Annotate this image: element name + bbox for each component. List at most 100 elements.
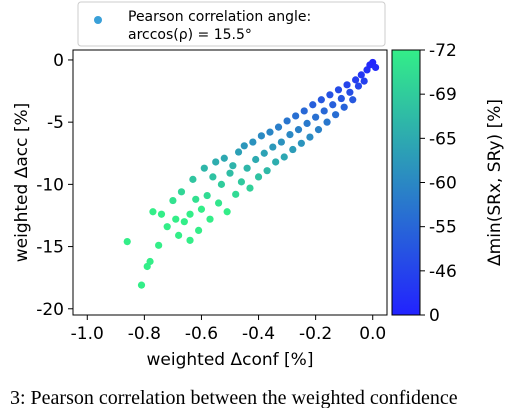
x-tick-label: -0.6 <box>185 324 218 344</box>
data-point <box>200 164 208 172</box>
x-tick-label: -0.4 <box>242 324 275 344</box>
data-point <box>186 236 194 244</box>
data-point <box>289 145 297 154</box>
data-point <box>306 133 314 141</box>
data-point <box>240 142 248 150</box>
colorbar-tick-label: -72 <box>429 41 457 61</box>
x-tick-label: -1.0 <box>71 324 104 344</box>
colorbar-tick-label: -46 <box>429 262 457 282</box>
figure-caption: 3: Pearson correlation between the weigh… <box>10 388 458 408</box>
data-point <box>272 158 280 166</box>
legend-marker <box>94 16 102 24</box>
data-point <box>177 188 186 196</box>
data-point <box>303 119 311 128</box>
data-point <box>209 173 217 181</box>
data-point <box>203 191 211 200</box>
data-point <box>297 139 305 147</box>
x-tick-label: -0.2 <box>299 324 332 344</box>
data-point <box>277 138 285 146</box>
data-point <box>257 132 265 140</box>
data-point <box>226 169 234 177</box>
data-point <box>354 82 363 90</box>
data-point <box>320 107 328 115</box>
data-point <box>300 107 308 115</box>
plot-frame <box>72 49 388 316</box>
data-point <box>175 231 183 239</box>
x-tick-label: -0.8 <box>128 324 161 344</box>
data-point <box>337 94 345 103</box>
data-point <box>371 63 380 72</box>
data-point <box>360 77 368 85</box>
data-point <box>352 76 360 84</box>
data-point <box>189 175 197 183</box>
data-point <box>223 208 231 216</box>
data-point <box>172 215 180 223</box>
data-point <box>340 103 348 111</box>
data-point <box>269 143 277 151</box>
data-point <box>343 81 351 89</box>
data-point <box>212 158 220 166</box>
legend-line-2: arccos(ρ) = 15.5° <box>128 27 252 43</box>
data-point <box>329 101 337 109</box>
data-point <box>317 96 325 104</box>
data-point <box>266 128 274 136</box>
legend-line-1: Pearson correlation angle: <box>128 9 311 25</box>
data-point <box>326 91 334 99</box>
data-point <box>280 153 288 161</box>
colorbar-tick-label: -55 <box>429 218 457 238</box>
data-point <box>254 173 263 181</box>
data-point <box>137 281 146 289</box>
data-point <box>283 117 291 125</box>
data-point <box>149 208 157 216</box>
data-point <box>234 148 243 156</box>
colorbar <box>391 49 421 316</box>
data-point <box>286 131 294 139</box>
colorbar-tick-label: 0 <box>429 306 440 326</box>
data-point <box>349 96 357 104</box>
data-point <box>249 138 257 146</box>
data-point <box>163 223 171 231</box>
data-point <box>229 162 237 170</box>
data-point <box>237 178 246 186</box>
data-point <box>292 112 300 120</box>
y-tick-label: -5 <box>47 113 64 133</box>
y-tick-label: -10 <box>36 175 64 195</box>
y-axis-label: weighted Δacc [%] <box>12 103 32 263</box>
data-point <box>357 71 365 79</box>
colorbar-tick-label: -60 <box>429 174 457 194</box>
x-tick-label: 0.0 <box>359 324 386 344</box>
data-point <box>263 167 271 175</box>
colorbar-tick-label: -69 <box>429 85 457 105</box>
data-point <box>332 111 340 119</box>
data-point <box>314 126 323 134</box>
data-point <box>157 210 166 218</box>
data-point <box>206 215 214 223</box>
data-point <box>186 210 194 218</box>
data-point <box>155 241 163 249</box>
data-point <box>180 218 188 226</box>
data-point <box>146 257 154 266</box>
data-point <box>323 118 331 126</box>
colorbar-tick-label: -65 <box>429 129 457 149</box>
data-point <box>312 113 320 121</box>
data-point <box>214 199 223 207</box>
data-point <box>334 86 343 94</box>
data-point <box>217 180 226 188</box>
data-point <box>294 126 303 134</box>
legend-box <box>77 1 386 47</box>
data-point <box>309 101 317 109</box>
data-point <box>252 155 260 164</box>
y-tick-label: 0 <box>53 51 64 71</box>
data-point <box>243 164 251 172</box>
y-tick-label: -20 <box>36 300 64 320</box>
x-axis-label: weighted Δconf [%] <box>147 350 314 370</box>
data-point <box>346 88 354 96</box>
data-point <box>260 149 268 157</box>
data-point <box>192 195 200 203</box>
data-point <box>169 196 177 205</box>
data-point <box>123 237 131 246</box>
y-tick-label: -15 <box>36 238 64 258</box>
data-point <box>197 205 206 213</box>
data-point <box>246 184 254 192</box>
